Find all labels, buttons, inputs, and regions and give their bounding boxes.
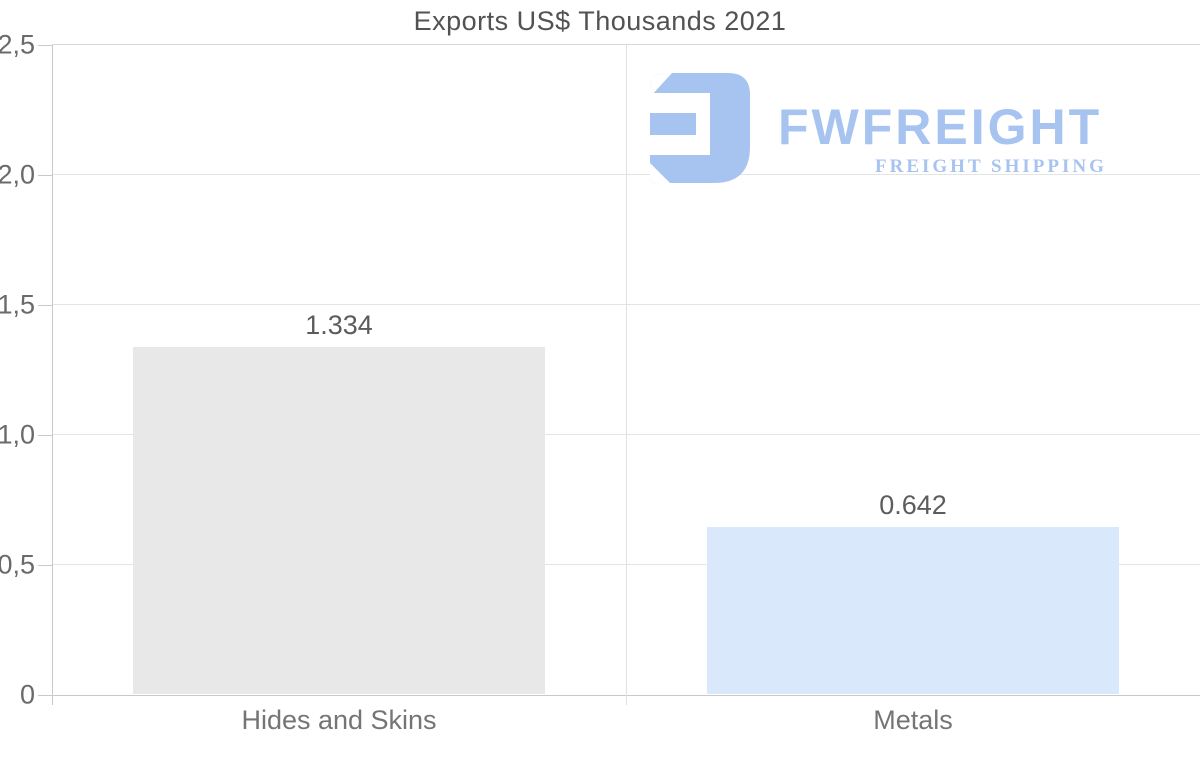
y-tick-label: 0,5 — [0, 549, 35, 580]
y-tick-label: 2,0 — [0, 159, 35, 190]
category-separator-line — [626, 45, 627, 705]
fwfreight-logo-icon — [650, 73, 750, 183]
y-axis-line — [52, 45, 53, 705]
y-tick-label: 2,5 — [0, 29, 35, 60]
x-category-label: Metals — [873, 705, 953, 735]
y-tick-mark — [38, 695, 52, 696]
y-tick-mark — [38, 45, 52, 46]
y-tick-mark — [38, 435, 52, 436]
y-tick-mark — [38, 305, 52, 306]
bar-metals — [707, 527, 1119, 694]
plot-area: 1.334 0.642 — [52, 44, 1200, 705]
y-tick-label: 1,5 — [0, 289, 35, 320]
chart-title: Exports US$ Thousands 2021 — [413, 6, 787, 36]
x-category-label: Hides and Skins — [241, 705, 437, 735]
bar-value-label: 0.642 — [879, 490, 947, 520]
y-tick-label: 1,0 — [0, 419, 35, 450]
y-tick-mark — [38, 565, 52, 566]
gridline — [52, 44, 1200, 45]
y-tick-mark — [38, 175, 52, 176]
brand-name: FWFREIGHT — [778, 99, 1103, 155]
bar-value-label: 1.334 — [305, 310, 373, 340]
bar-hides-and-skins — [133, 347, 545, 694]
brand-tagline: FREIGHT SHIPPING — [875, 156, 1107, 177]
brand-watermark: FWFREIGHT FREIGHT SHIPPING — [650, 68, 1150, 188]
y-tick-label: 0 — [19, 679, 35, 710]
